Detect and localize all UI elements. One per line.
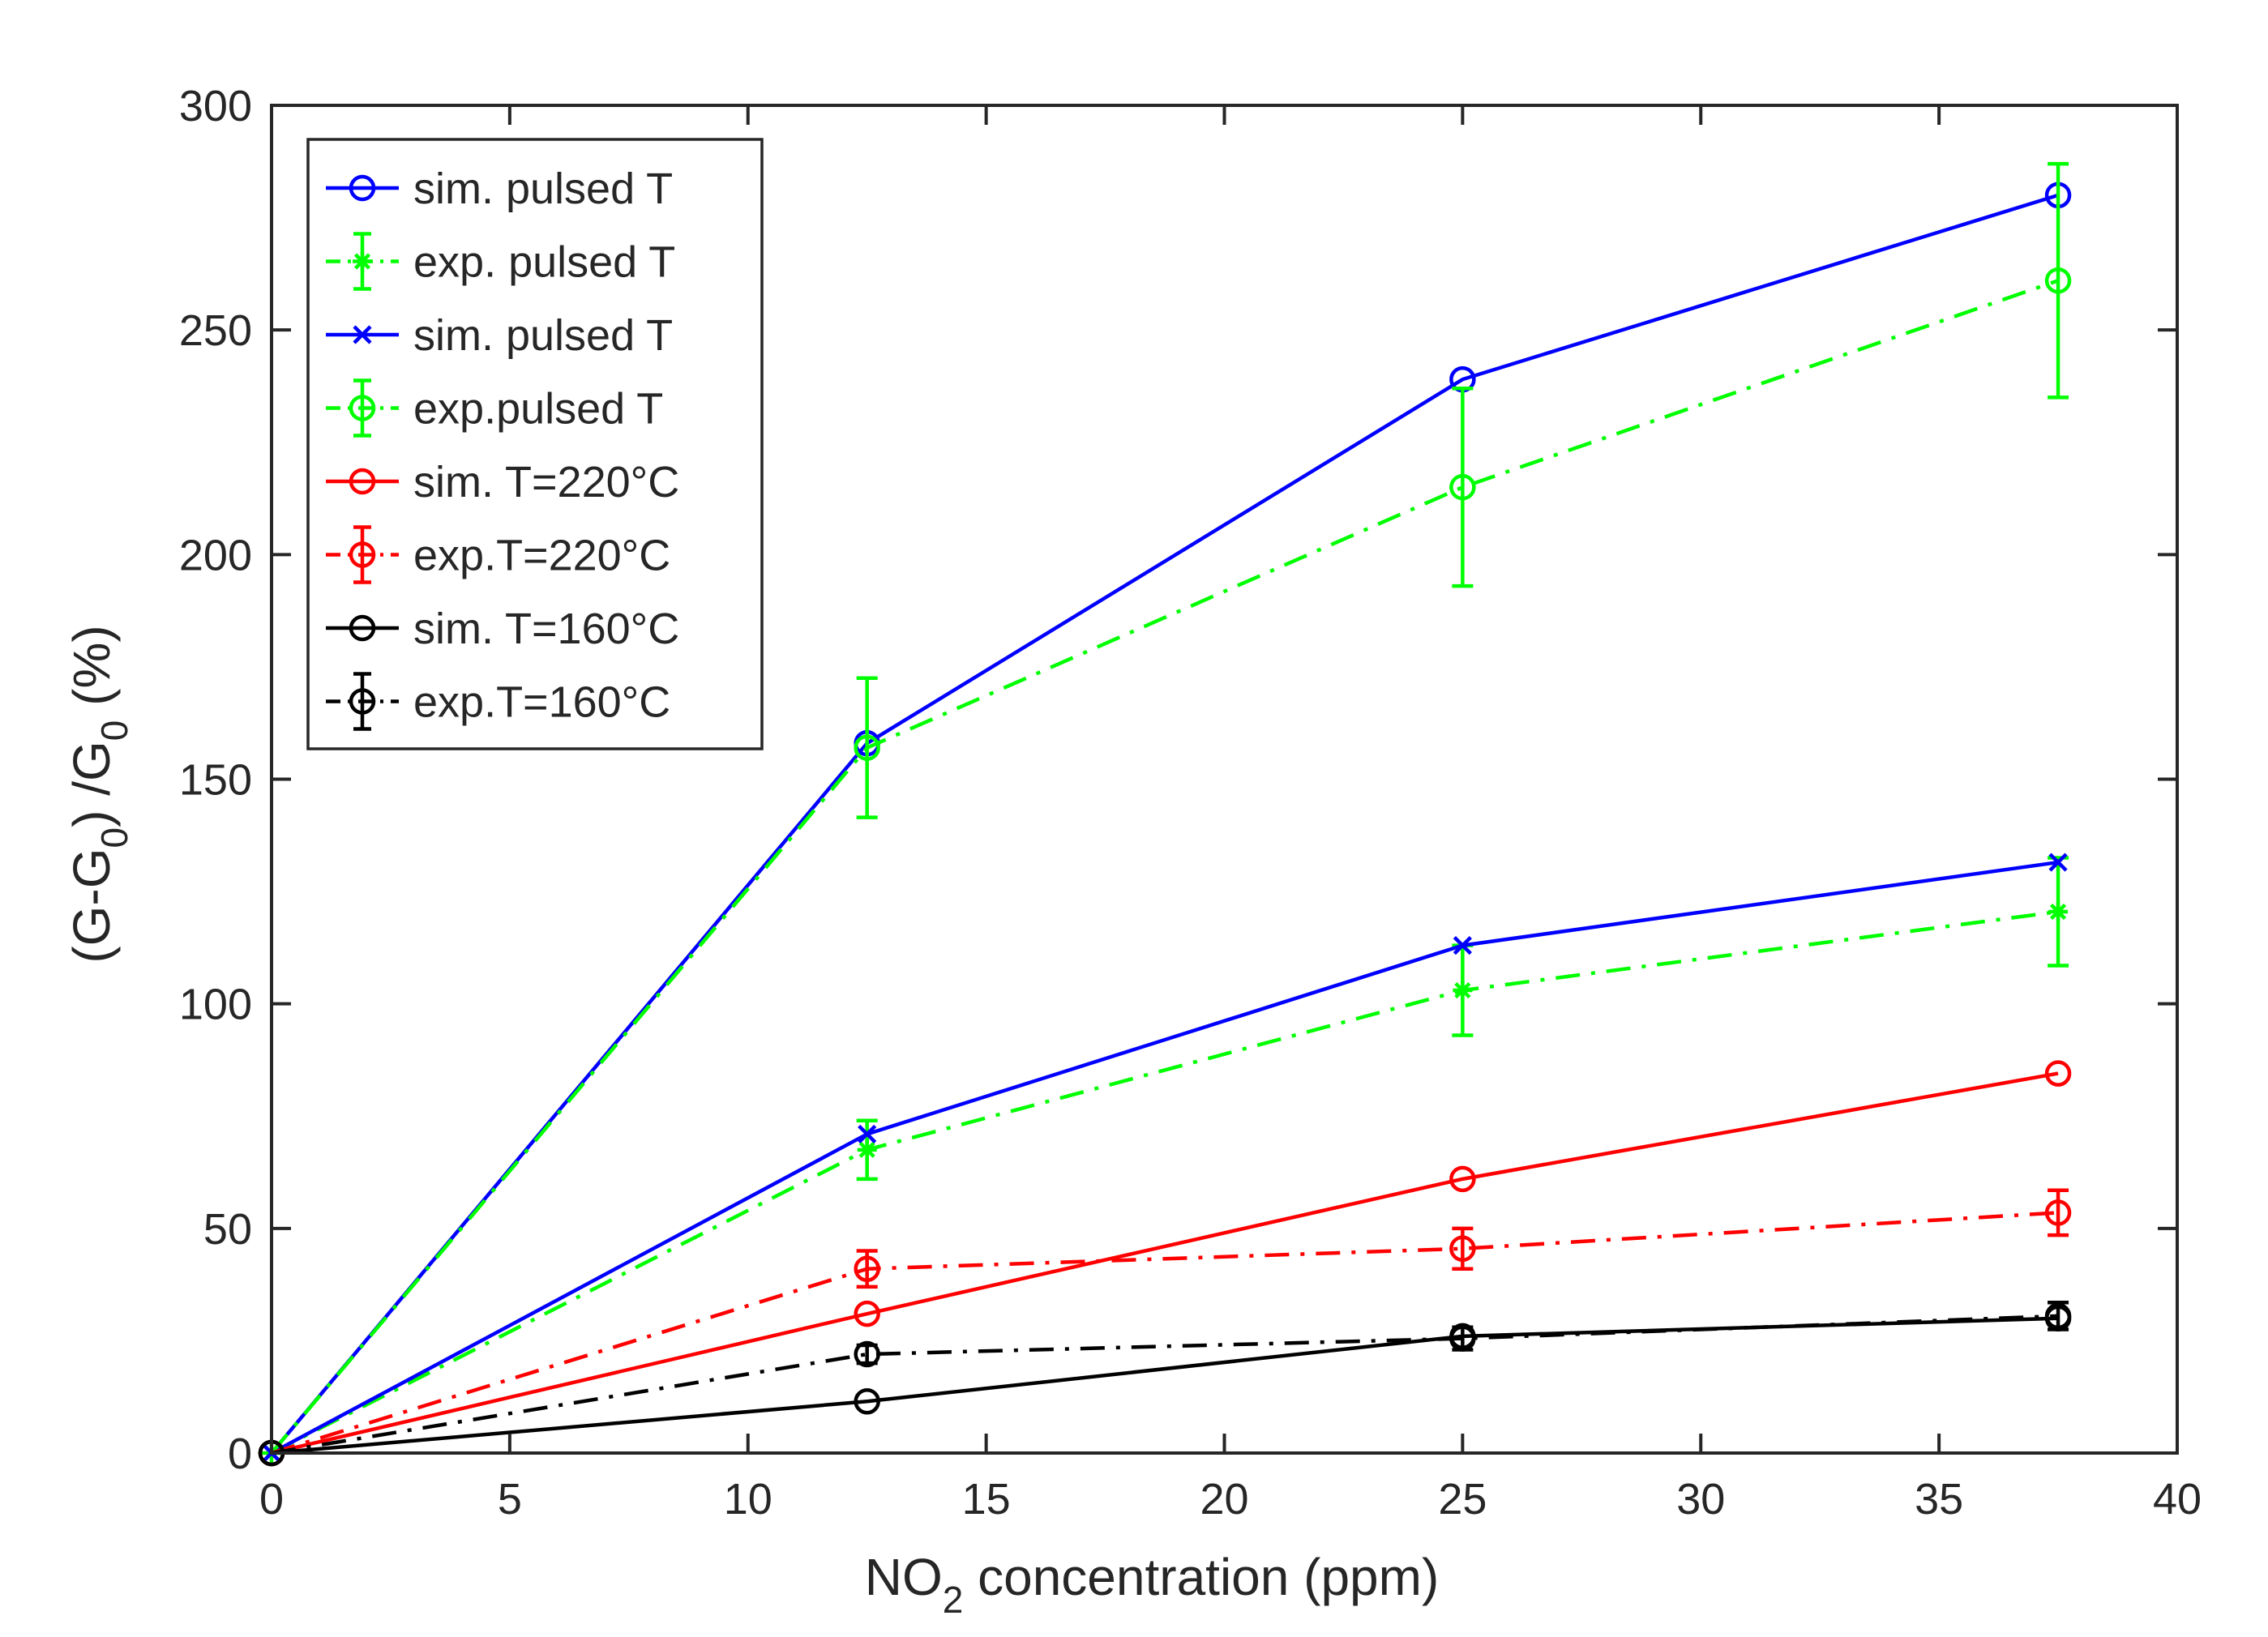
y-tick-label: 0 [228, 1430, 252, 1478]
legend-marker [349, 614, 376, 642]
legend-error-bar [353, 672, 371, 731]
legend-label: sim. T=160°C [413, 605, 679, 653]
y-axis-title-part2: ) /G [62, 741, 121, 827]
legend-label: sim. pulsed T [413, 165, 673, 213]
series-line [271, 1314, 2059, 1455]
legend-entry-2: exp. pulsed T [326, 232, 675, 291]
series-line [270, 860, 2059, 1455]
legend-entry-4: exp.pulsed T [326, 378, 663, 438]
y-tick-label: 150 [179, 756, 252, 805]
x-tick-label: 30 [1676, 1475, 1725, 1524]
legend-marker [349, 174, 376, 202]
data-point [854, 1300, 880, 1327]
y-tick-label: 300 [179, 82, 252, 130]
legend-error-bar [353, 378, 371, 438]
data-point [1449, 1235, 1476, 1263]
data-point [2048, 902, 2069, 922]
data-point [1453, 981, 1473, 1001]
data-point [2044, 1060, 2072, 1087]
series-4 [258, 161, 2072, 1467]
y-tick-label: 50 [203, 1205, 252, 1254]
legend-label: sim. T=220°C [413, 458, 679, 506]
series-8 [258, 1301, 2072, 1467]
data-point [2044, 1302, 2072, 1330]
axes: 0 5 10 15 20 25 30 35 40 0 50 100 150 200 250 300 [179, 82, 2202, 1524]
x-tick-label: 40 [2153, 1475, 2202, 1524]
y-axis-title-part3: (%) [62, 625, 121, 720]
legend-box [306, 138, 764, 750]
legend-entry-7: sim. T=160°C [326, 605, 679, 653]
y-axis-title-subscript2: 0 [93, 720, 135, 742]
y-axis-title-part1: (G-G [62, 848, 121, 963]
data-point [1449, 1165, 1476, 1193]
series-2 [262, 856, 2069, 1463]
x-tick-label: 0 [259, 1475, 284, 1524]
data-point [1453, 936, 1472, 955]
legend-entry-1: sim. pulsed T [326, 165, 673, 213]
x-tick-label: 5 [498, 1475, 522, 1524]
data-point [854, 734, 880, 761]
data-point [854, 1255, 880, 1282]
legend-marker [349, 468, 376, 495]
legend-error-bar [353, 525, 371, 584]
x-tick-label: 15 [962, 1475, 1011, 1524]
data-point [2044, 1199, 2072, 1226]
data-point [857, 1139, 877, 1160]
data-point [2044, 267, 2072, 294]
error-bar [1452, 1226, 1474, 1271]
error-bar [2048, 1188, 2069, 1237]
series-line [271, 1211, 2059, 1455]
legend-entry-5: sim. T=220°C [326, 458, 679, 506]
legend-entry-3: sim. pulsed T [326, 311, 673, 360]
data-point [858, 1124, 877, 1144]
data-point [1449, 473, 1476, 501]
series-line [270, 279, 2059, 1455]
data-point [1449, 1325, 1476, 1352]
x-tick-label: 35 [1915, 1475, 1963, 1524]
error-bar [1452, 386, 1474, 588]
y-tick-label: 100 [179, 981, 252, 1029]
legend: sim. pulsed T exp. pulsed T sim. pulsed T e… [306, 138, 764, 750]
series-layer [258, 161, 2072, 1467]
legend-label: exp.T=160°C [413, 678, 670, 727]
data-point [854, 1340, 880, 1368]
legend-marker [349, 541, 376, 568]
legend-marker [353, 325, 372, 344]
legend-marker [349, 688, 376, 715]
legend-entry-6: exp.T=220°C [326, 525, 670, 584]
legend-label: exp.pulsed T [413, 385, 663, 434]
y-axis-title: (G-G0) /G0 (%) [62, 625, 135, 963]
legend-marker [349, 395, 376, 421]
x-tick-label: 20 [1200, 1475, 1248, 1524]
data-point [2048, 853, 2068, 872]
series-line [271, 1071, 2059, 1455]
x-tick-label: 10 [724, 1475, 772, 1524]
x-axis-title: NO2 concentration (ppm) [865, 1548, 1440, 1621]
error-bar [856, 676, 878, 819]
error-bar [2048, 1301, 2069, 1331]
series-line [270, 909, 2059, 1455]
y-tick-label: 250 [179, 306, 252, 355]
x-axis-title-subscript: 2 [943, 1579, 964, 1621]
series-3 [262, 853, 2068, 1463]
legend-label: sim. pulsed T [413, 311, 673, 360]
legend-entry-8: exp.T=160°C [326, 672, 670, 731]
y-axis-title-subscript1: 0 [93, 827, 135, 848]
legend-label: exp.T=220°C [413, 532, 670, 580]
error-bar [2048, 161, 2069, 400]
legend-label: exp. pulsed T [413, 238, 675, 287]
x-axis-title-rest: concentration (ppm) [963, 1548, 1439, 1606]
x-axis-title-main: NO [865, 1548, 943, 1606]
y-tick-label: 200 [179, 531, 252, 579]
legend-marker [353, 251, 372, 271]
x-tick-label: 25 [1438, 1475, 1487, 1524]
data-point [854, 1388, 880, 1415]
